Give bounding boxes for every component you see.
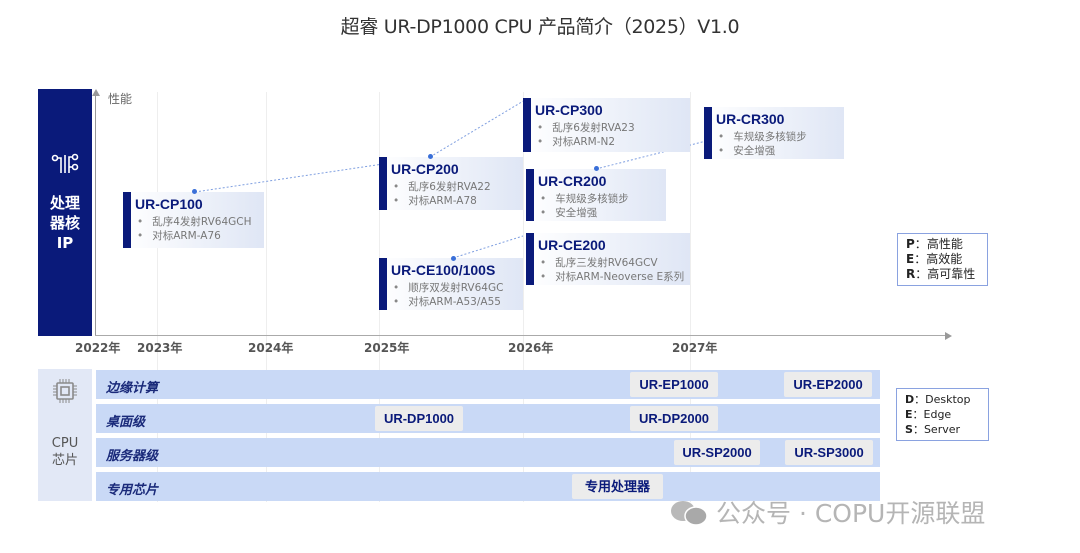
x-axis <box>95 335 945 336</box>
y-axis-label: 性能 <box>108 92 133 106</box>
y-axis-arrow-icon <box>92 89 100 96</box>
gridline-2024 <box>266 92 267 502</box>
feature-item: 乱序三发射RV64GCV <box>540 256 684 270</box>
chip-special-processor: 专用处理器 <box>572 474 663 499</box>
feature-item: 乱序4发射RV64GCH <box>137 215 251 229</box>
product-card-ur-ce200: UR-CE200 乱序三发射RV64GCV 对标ARM-Neoverse E系列 <box>526 233 690 285</box>
cpu-row-desktop: 桌面级 UR-DP1000 UR-DP2000 <box>96 404 880 433</box>
x-axis-arrow-icon <box>945 332 952 340</box>
ip-section-label: 处理 器核 IP <box>49 194 80 252</box>
year-label: 2026年 <box>508 341 554 355</box>
feature-item: 对标ARM-A78 <box>393 194 491 208</box>
year-label: 2027年 <box>672 341 718 355</box>
cpu-row-special: 专用芯片 专用处理器 <box>96 472 880 501</box>
connector-dot <box>428 154 433 159</box>
connector-dot <box>594 166 599 171</box>
card-accent-bar <box>379 157 387 210</box>
chip-ur-ep2000: UR-EP2000 <box>784 372 872 397</box>
year-label: 2023年 <box>137 341 183 355</box>
card-accent-bar <box>379 258 387 310</box>
chip-ur-sp3000: UR-SP3000 <box>785 440 873 465</box>
product-name: UR-CE200 <box>538 237 606 253</box>
product-name: UR-CP200 <box>391 161 459 177</box>
cpu-row-server: 服务器级 UR-SP2000 UR-SP3000 <box>96 438 880 467</box>
legend-item: E：Edge <box>905 408 952 421</box>
gridline-2027 <box>690 92 691 502</box>
cpu-section-label: CPU 芯片 <box>51 436 79 468</box>
gridline-2026 <box>523 92 524 502</box>
cpu-row-edge: 边缘计算 UR-EP1000 UR-EP2000 <box>96 370 880 399</box>
legend-item: S：Server <box>905 423 961 436</box>
circuit-icon <box>51 153 79 173</box>
card-accent-bar <box>526 233 534 285</box>
wechat-icon <box>671 501 708 526</box>
gridline-2023 <box>157 92 158 502</box>
chip-ur-dp1000: UR-DP1000 <box>375 406 463 431</box>
chip-ur-sp2000: UR-SP2000 <box>674 440 760 465</box>
card-accent-bar <box>523 98 531 152</box>
product-card-ur-cp300: UR-CP300 乱序6发射RVA23 对标ARM-N2 <box>523 98 690 152</box>
feature-item: 对标ARM-A53/A55 <box>393 295 503 309</box>
year-label: 2024年 <box>248 341 294 355</box>
product-card-ur-cr200: UR-CR200 车规级多核锁步 安全增强 <box>526 169 666 221</box>
feature-item: 安全增强 <box>540 206 629 220</box>
chip-ur-dp2000: UR-DP2000 <box>630 406 718 431</box>
product-card-ur-cp200: UR-CP200 乱序6发射RVA22 对标ARM-A78 <box>379 157 523 210</box>
row-label: 专用芯片 <box>106 483 159 498</box>
ip-legend: P：高性能 E：高效能 R：高可靠性 <box>897 233 988 286</box>
feature-item: 顺序双发射RV64GC <box>393 281 503 295</box>
product-card-ur-cp100: UR-CP100 乱序4发射RV64GCH 对标ARM-A76 <box>123 192 264 248</box>
feature-item: 乱序6发射RVA23 <box>537 121 634 135</box>
row-label: 桌面级 <box>106 415 146 430</box>
row-label: 边缘计算 <box>106 381 159 396</box>
ip-section-header: 处理 器核 IP <box>38 89 92 336</box>
feature-item: 安全增强 <box>718 144 807 158</box>
feature-item: 乱序6发射RVA22 <box>393 180 490 194</box>
chip-icon <box>53 379 77 403</box>
cpu-legend: D：Desktop E：Edge S：Server <box>896 388 989 441</box>
product-name: UR-CP300 <box>535 102 603 118</box>
feature-item: 对标ARM-A76 <box>137 229 252 243</box>
legend-item: P：高性能 <box>906 237 963 251</box>
feature-item: 对标ARM-N2 <box>537 135 635 149</box>
product-card-ur-cr300: UR-CR300 车规级多核锁步 安全增强 <box>704 107 844 159</box>
card-accent-bar <box>704 107 712 159</box>
legend-item: D：Desktop <box>905 393 971 406</box>
feature-item: 车规级多核锁步 <box>718 130 807 144</box>
legend-item: E：高效能 <box>906 252 963 266</box>
card-accent-bar <box>123 192 131 248</box>
year-label: 2022年 <box>75 341 121 355</box>
feature-item: 车规级多核锁步 <box>540 192 629 206</box>
row-label: 服务器级 <box>106 449 159 464</box>
cpu-section-header: CPU 芯片 <box>38 369 92 501</box>
year-label: 2025年 <box>364 341 410 355</box>
card-accent-bar <box>526 169 534 221</box>
legend-item: R：高可靠性 <box>906 267 976 281</box>
product-name: UR-CE100/100S <box>391 262 496 278</box>
page-title: 超睿 UR-DP1000 CPU 产品简介（2025）V1.0 <box>340 16 740 38</box>
watermark-text: 公众号 · COPU开源联盟 <box>716 499 986 528</box>
chip-ur-ep1000: UR-EP1000 <box>630 372 718 397</box>
product-name: UR-CP100 <box>135 196 203 212</box>
product-card-ur-ce100: UR-CE100/100S 顺序双发射RV64GC 对标ARM-A53/A55 <box>379 258 523 310</box>
feature-item: 对标ARM-Neoverse E系列 <box>540 270 684 284</box>
y-axis <box>95 95 96 335</box>
connector-dot <box>192 189 197 194</box>
product-name: UR-CR300 <box>716 111 785 127</box>
connector-dot <box>451 256 456 261</box>
product-name: UR-CR200 <box>538 173 607 189</box>
